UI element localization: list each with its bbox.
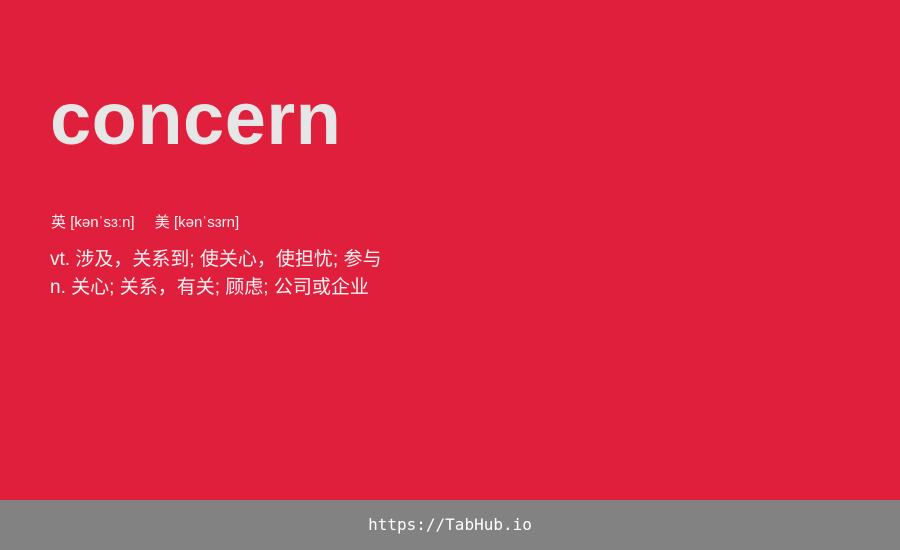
definition-verb: vt. 涉及，关系到; 使关心，使担忧; 参与 [50, 246, 381, 274]
phonetic-us: 美 [kənˈsɜrn] [155, 213, 239, 233]
phonetic-uk: 英 [kənˈsɜːn] [51, 213, 135, 233]
definition-pos: vt. [50, 249, 71, 270]
definition-meaning: 涉及，关系到; 使关心，使担忧; 参与 [75, 249, 382, 270]
phonetic-uk-region: 英 [51, 214, 67, 231]
phonetic-uk-ipa: [kənˈsɜːn] [70, 214, 135, 231]
definition-pos: n. [50, 277, 66, 298]
tabhub-link[interactable]: https://TabHub.io [368, 515, 532, 534]
word-card: concern 英 [kənˈsɜːn] 美 [kənˈsɜrn] vt. 涉及… [0, 0, 900, 500]
phonetic-us-ipa: [kənˈsɜrn] [173, 214, 240, 231]
definitions: vt. 涉及，关系到; 使关心，使担忧; 参与 n. 关心; 关系，有关; 顾虑… [50, 246, 381, 302]
footer-bar: https://TabHub.io [0, 500, 900, 550]
phonetics-row: 英 [kənˈsɜːn] 美 [kənˈsɜrn] [51, 213, 239, 233]
definition-noun: n. 关心; 关系，有关; 顾虑; 公司或企业 [50, 274, 381, 302]
phonetic-us-region: 美 [154, 214, 170, 231]
definition-meaning: 关心; 关系，有关; 顾虑; 公司或企业 [71, 277, 369, 298]
headword: concern [50, 77, 342, 160]
